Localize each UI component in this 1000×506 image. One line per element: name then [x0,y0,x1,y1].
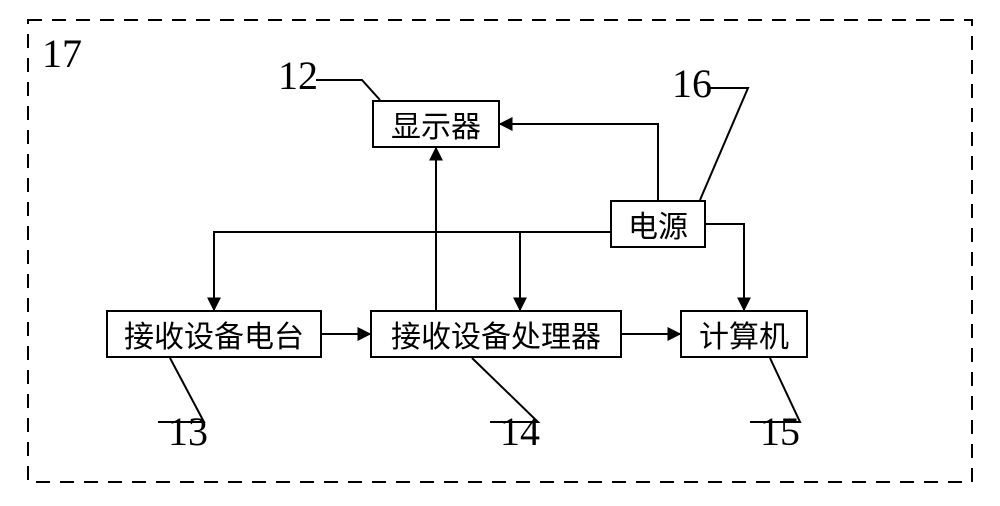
label-proc: 14 [500,408,540,455]
node-display: 显示器 [372,100,500,148]
node-radio: 接收设备电台 [106,310,322,358]
node-power: 电源 [610,200,706,248]
label-computer: 15 [760,408,800,455]
node-proc: 接收设备处理器 [370,310,622,358]
label-power: 16 [672,60,712,107]
outer-box-label: 17 [42,30,82,77]
diagram-canvas: 17 显示器 电源 接收设备电台 接收设备处理器 计算机 12 16 13 14… [0,0,1000,506]
label-radio: 13 [168,408,208,455]
node-computer: 计算机 [680,310,808,358]
label-display: 12 [278,52,318,99]
